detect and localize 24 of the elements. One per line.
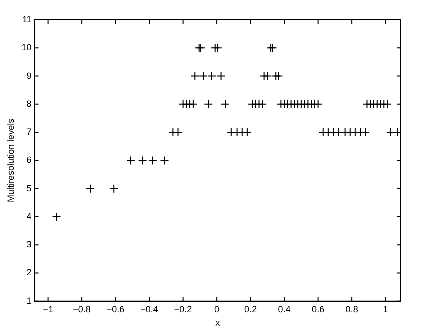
- y-tick-label: 7: [26, 127, 32, 138]
- y-tick-label: 11: [22, 14, 32, 24]
- x-tick-label: 0.6: [312, 304, 325, 314]
- y-tick-label: 5: [26, 183, 32, 194]
- x-tick-label: 1: [383, 304, 388, 314]
- x-tick-label: 0.8: [346, 304, 358, 314]
- x-tick-label: −0.6: [106, 304, 125, 314]
- x-axis-title: x: [216, 318, 221, 328]
- y-tick-label: 9: [26, 70, 32, 81]
- y-tick-label: 6: [26, 155, 32, 166]
- y-tick-label: 8: [26, 98, 32, 109]
- y-tick-label: 1: [26, 296, 32, 306]
- y-tick-label: 2: [26, 268, 32, 278]
- y-axis-title: Multiresolution levels: [6, 118, 16, 202]
- x-tick-label: −0.4: [140, 304, 158, 314]
- y-tick-label: 3: [26, 240, 32, 250]
- x-tick-label: −1: [43, 304, 54, 314]
- x-tick-label: −0.8: [73, 304, 91, 314]
- y-tick-label: 10: [22, 42, 32, 53]
- x-tick-label: −0.2: [174, 304, 192, 314]
- x-tick-label: 0.4: [278, 304, 291, 314]
- x-tick-label: 0.2: [244, 304, 258, 314]
- x-tick-label: 0: [214, 304, 220, 314]
- y-tick-label: 4: [26, 211, 32, 222]
